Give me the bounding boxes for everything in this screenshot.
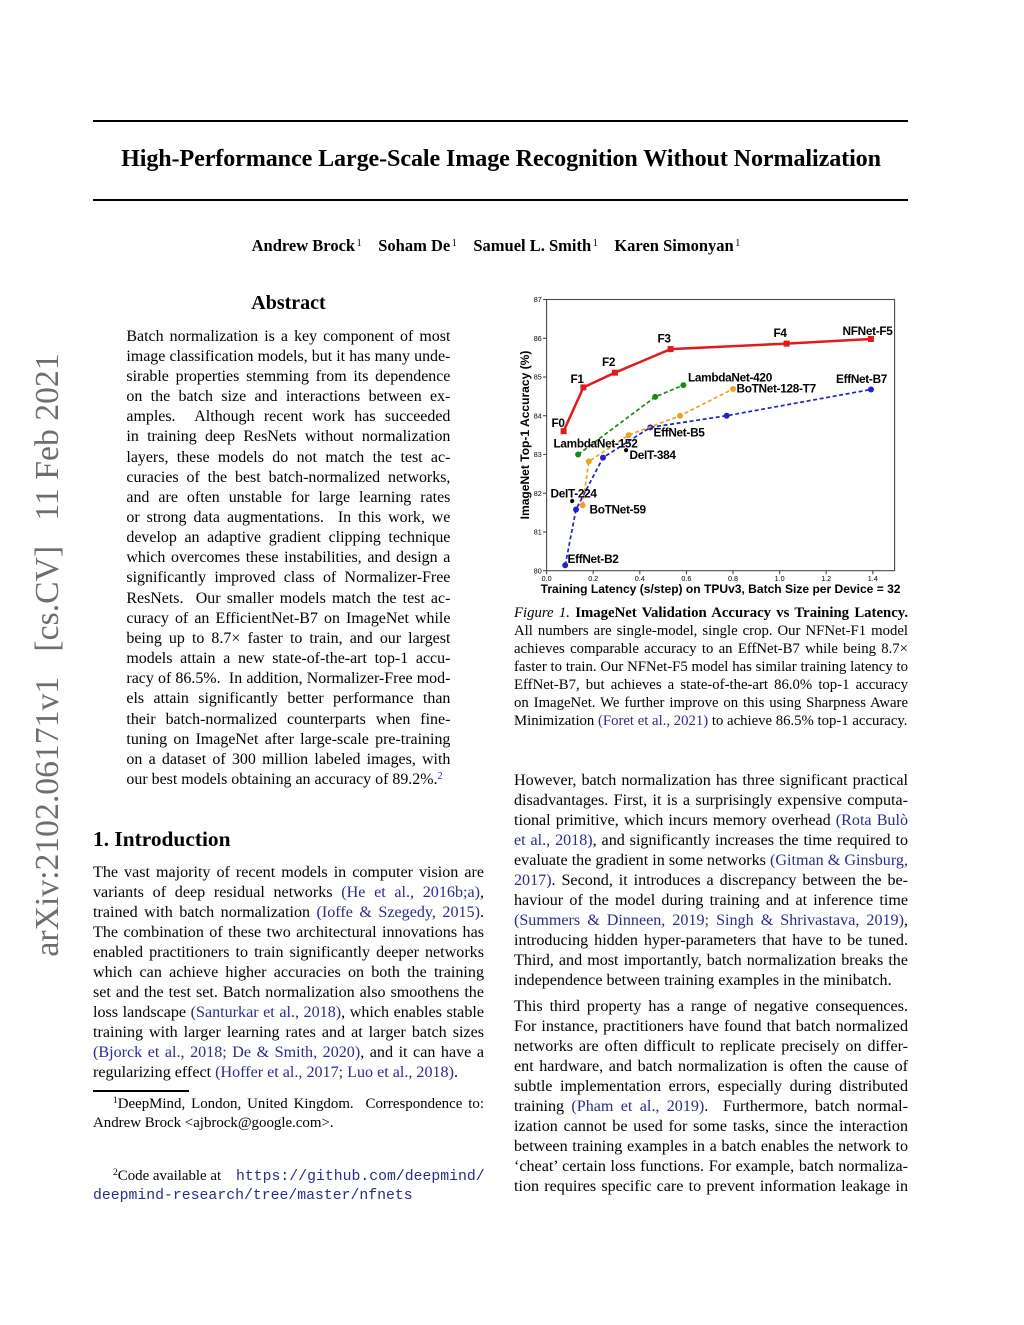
svg-text:LambdaNet-420: LambdaNet-420 [688, 371, 773, 385]
svg-text:F0: F0 [552, 416, 566, 430]
svg-text:F2: F2 [602, 355, 616, 369]
svg-text:F3: F3 [658, 332, 672, 346]
svg-text:87: 87 [534, 295, 542, 304]
svg-text:0.4: 0.4 [635, 574, 645, 583]
svg-text:LambdaNet-152: LambdaNet-152 [554, 437, 639, 451]
svg-text:0.2: 0.2 [588, 574, 598, 583]
svg-text:DeIT-224: DeIT-224 [551, 487, 598, 501]
svg-text:F1: F1 [571, 372, 585, 386]
svg-text:80: 80 [534, 566, 542, 575]
svg-text:EffNet-B5: EffNet-B5 [654, 426, 706, 440]
svg-text:1.2: 1.2 [821, 574, 831, 583]
svg-text:BoTNet-128-T7: BoTNet-128-T7 [737, 382, 817, 396]
svg-text:0.0: 0.0 [542, 574, 552, 583]
svg-text:85: 85 [534, 373, 542, 382]
svg-text:84: 84 [534, 411, 542, 420]
svg-text:1.4: 1.4 [868, 574, 878, 583]
svg-text:EffNet-B7: EffNet-B7 [836, 372, 888, 386]
svg-text:NFNet-F5: NFNet-F5 [843, 324, 894, 338]
svg-text:86: 86 [534, 334, 542, 343]
svg-text:1.0: 1.0 [775, 574, 785, 583]
svg-text:EffNet-B2: EffNet-B2 [568, 552, 620, 566]
svg-text:82: 82 [534, 489, 542, 498]
svg-text:83: 83 [534, 450, 542, 459]
svg-text:Training Latency (s/step) on T: Training Latency (s/step) on TPUv3, Batc… [541, 582, 901, 596]
svg-text:0.8: 0.8 [728, 574, 738, 583]
svg-text:DeIT-384: DeIT-384 [630, 448, 677, 462]
svg-text:0.6: 0.6 [681, 574, 691, 583]
svg-text:ImageNet Top-1 Accuracy (%): ImageNet Top-1 Accuracy (%) [518, 351, 532, 520]
svg-text:BoTNet-59: BoTNet-59 [590, 503, 647, 517]
svg-text:F4: F4 [774, 326, 788, 340]
svg-text:81: 81 [534, 528, 542, 537]
